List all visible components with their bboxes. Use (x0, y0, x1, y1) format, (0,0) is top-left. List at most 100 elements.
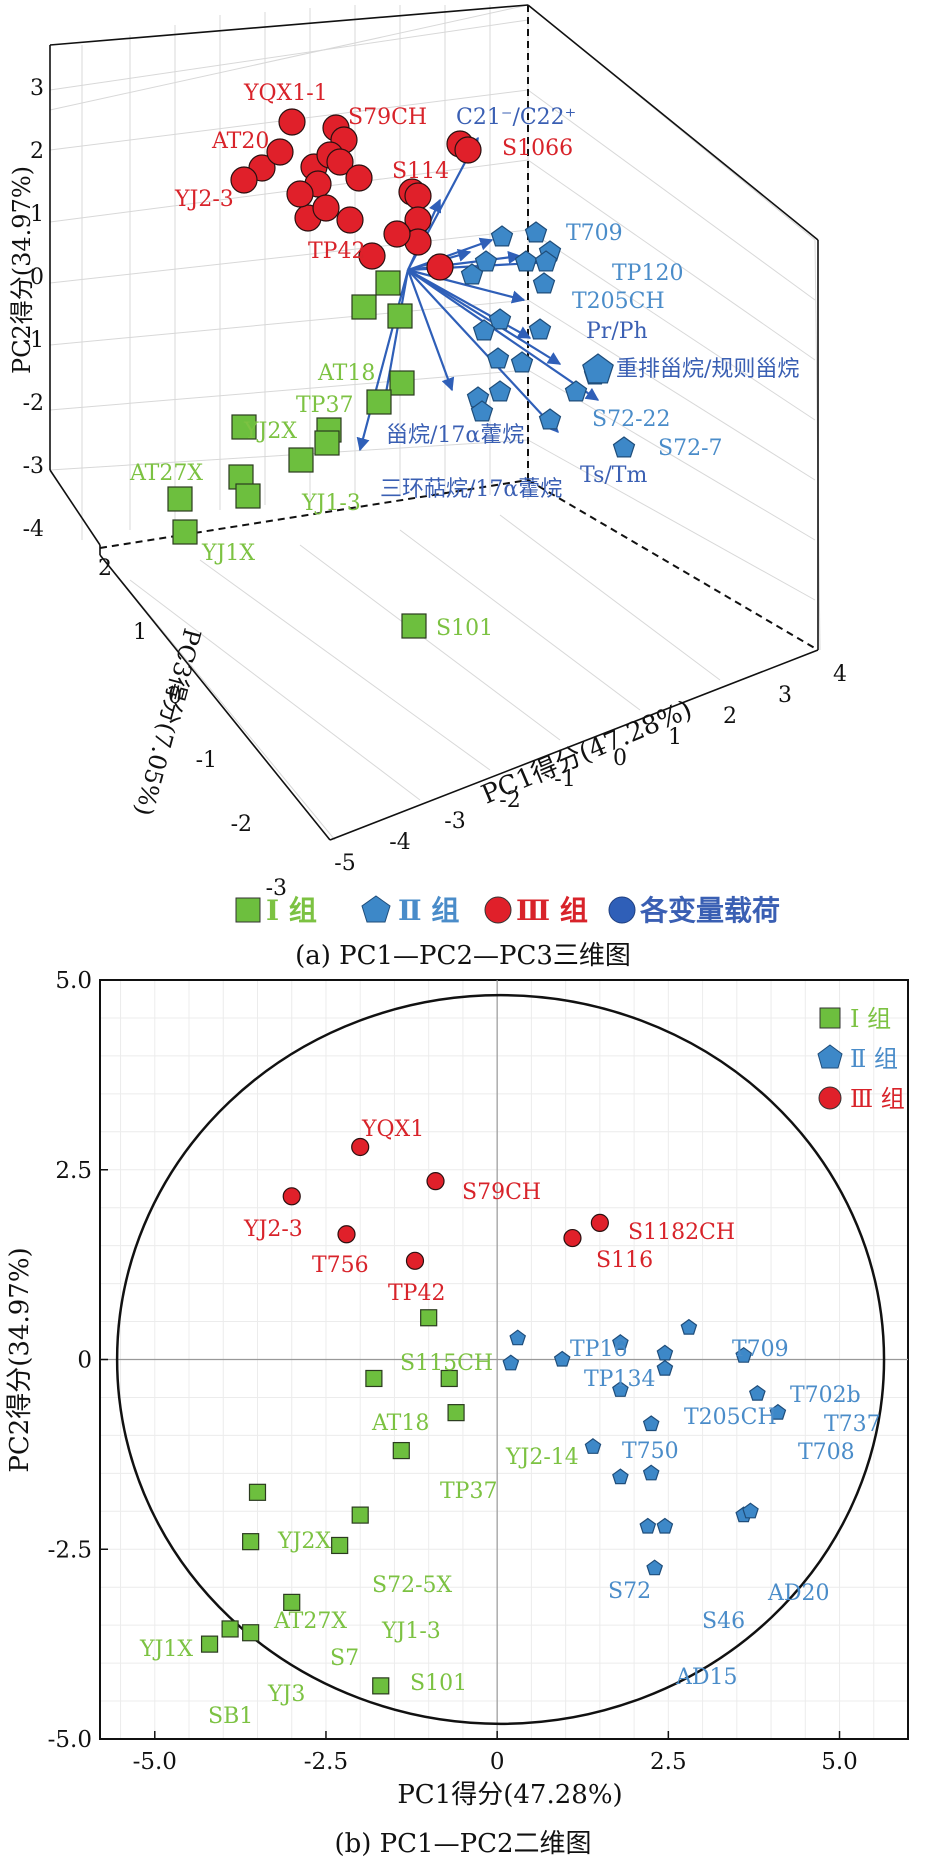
label-b-at18: AT18 (371, 1411, 429, 1436)
data-point-pentagon (646, 1559, 664, 1576)
legend-group1-marker (235, 897, 261, 923)
group2-marker-3d (534, 250, 558, 272)
data-point-circle (426, 1172, 445, 1191)
group1-markers-3d (167, 270, 427, 639)
data-point-square (283, 1593, 301, 1611)
y-tick-label: -5.0 (48, 1727, 92, 1753)
pc2-axis-title-3d: PC2得分(34.97%) (8, 166, 36, 374)
label-b-yj3: YJ3 (267, 1682, 305, 1707)
data-point-pentagon (680, 1318, 698, 1335)
y-tick-label: -2.5 (48, 1537, 92, 1563)
legend-2d-group3-marker (818, 1086, 842, 1110)
data-point-square (248, 1483, 267, 1501)
label-b-t709: T709 (732, 1337, 789, 1362)
data-point-pentagon (612, 1381, 629, 1397)
group2-marker-3d (470, 400, 494, 422)
legend-2d: Ⅰ 组 Ⅱ 组 Ⅲ 组 (817, 1005, 905, 1113)
group3-marker-3d (383, 220, 411, 248)
label-s1066: S1066 (502, 136, 573, 161)
label-b-yj1-3: YJ1-3 (381, 1619, 441, 1644)
group1-marker-3d (401, 613, 427, 639)
data-point-square (392, 1441, 410, 1460)
group3-marker-3d (426, 253, 454, 281)
legend-2d-group3-label: Ⅲ 组 (850, 1085, 905, 1113)
pc2-tick: 1 (30, 202, 44, 227)
group3-marker-3d (278, 108, 306, 136)
label-yj2-3: YJ2-3 (174, 187, 234, 212)
group2-marker-3d-large (582, 353, 614, 384)
x-tick-label: -5.0 (133, 1749, 177, 1775)
panel-a: 3 2 1 0 -1 -2 -3 -4 2 1 0 -1 -2 -3 -5 -4 -3 -2 -1 0 1 2 3 4 P… (8, 4, 847, 901)
group2-marker-3d (564, 380, 588, 402)
label-tp37-3d: TP37 (296, 393, 353, 418)
group2-marker-3d (612, 436, 636, 458)
group3-marker-3d (404, 182, 432, 210)
group3-marker-3d (358, 242, 386, 270)
data-point-pentagon (612, 1334, 629, 1350)
legend-group3-label: Ⅲ 组 (516, 894, 588, 927)
pc1-tick: -2 (499, 788, 520, 813)
pc3-tick: 0 (168, 684, 182, 709)
group2-marker-3d (510, 351, 534, 373)
group2-markers-3d (460, 221, 636, 458)
data-point-pentagon (742, 1502, 759, 1519)
loading-arrow (407, 269, 559, 433)
legend-2d-group1-marker (819, 1007, 841, 1029)
data-point-circle (337, 1225, 356, 1244)
label-loading-tricyclic-hopane: 三环萜烷/17α藿烷 (380, 477, 562, 502)
group1-marker-3d (314, 430, 340, 456)
label-s79ch: S79CH (348, 105, 427, 130)
panel-b: -5.0 -2.5 0 2.5 5.0 5.0 2.5 0 -2.5 -5.0 PC1得分(47… (5, 968, 909, 1810)
label-b-t750: T750 (622, 1439, 679, 1464)
data-point-pentagon (656, 1344, 674, 1361)
pc3-axis-title-3d: PC3得分(7.05%) (129, 625, 206, 818)
pc1-tick: 3 (778, 683, 792, 708)
pc3-tick: -3 (266, 876, 287, 901)
data-point-circle (351, 1137, 370, 1157)
data-point-pentagon (748, 1384, 766, 1401)
legend-2d-group1-label: Ⅰ 组 (850, 1005, 891, 1033)
x-axis-title: PC1得分(47.28%) (397, 1780, 622, 1810)
data-point-pentagon (735, 1346, 753, 1363)
pc1-tick: 4 (833, 662, 847, 687)
label-t205ch-3d: T205CH (572, 289, 665, 314)
group2-marker-3d (524, 221, 548, 243)
legend-loading-label: 各变量载荷 (639, 894, 780, 927)
group2-marker-3d (514, 250, 538, 272)
label-loading-sterane-hopane: 甾烷/17α藿烷 (386, 423, 524, 448)
label-b-ad20: AD20 (767, 1581, 830, 1606)
group2-marker-3d (460, 263, 484, 285)
legend-group2-marker (361, 895, 391, 923)
label-b-tp134: TP134 (584, 1367, 655, 1392)
label-b-t756: T756 (312, 1253, 369, 1278)
pc2-tick: 0 (30, 265, 44, 290)
label-b-t708: T708 (798, 1440, 855, 1465)
label-b-s116: S116 (596, 1248, 653, 1273)
label-b-at27x: AT27X (273, 1609, 347, 1634)
loading-arrow (356, 269, 410, 452)
data-point-pentagon (642, 1464, 660, 1481)
data-point-square (331, 1536, 349, 1555)
label-b-tp37: TP37 (440, 1479, 497, 1504)
label-b-s7: S7 (330, 1646, 359, 1671)
loading-arrow (407, 268, 526, 304)
legend-2d-group2-marker (817, 1044, 843, 1069)
loading-arrow (379, 269, 410, 406)
group1-marker-3d (235, 483, 261, 509)
legend-group3-marker (484, 896, 512, 924)
data-point-square (447, 1404, 465, 1422)
label-yj1-3-3d: YJ1-3 (301, 491, 361, 516)
group1-marker-3d (172, 519, 198, 545)
legend-3d: Ⅰ 组 Ⅱ 组 Ⅲ 组 各变量载荷 (235, 894, 780, 927)
label-b-t702b: T702b (790, 1383, 861, 1408)
data-point-square (200, 1635, 219, 1653)
label-b-s72-5x: S72-5X (372, 1573, 452, 1598)
y-tick-label: 5.0 (55, 968, 92, 994)
group3-marker-3d (454, 136, 482, 164)
pc3-tick: -1 (196, 748, 217, 773)
pc1-axis-title-3d: PC1得分(47.28%) (477, 695, 696, 811)
pc1-tick: -1 (554, 767, 575, 792)
label-at27x-3d: AT27X (129, 461, 203, 486)
data-point-circle (590, 1213, 609, 1232)
label-ts-tm: Ts/Tm (580, 463, 647, 488)
